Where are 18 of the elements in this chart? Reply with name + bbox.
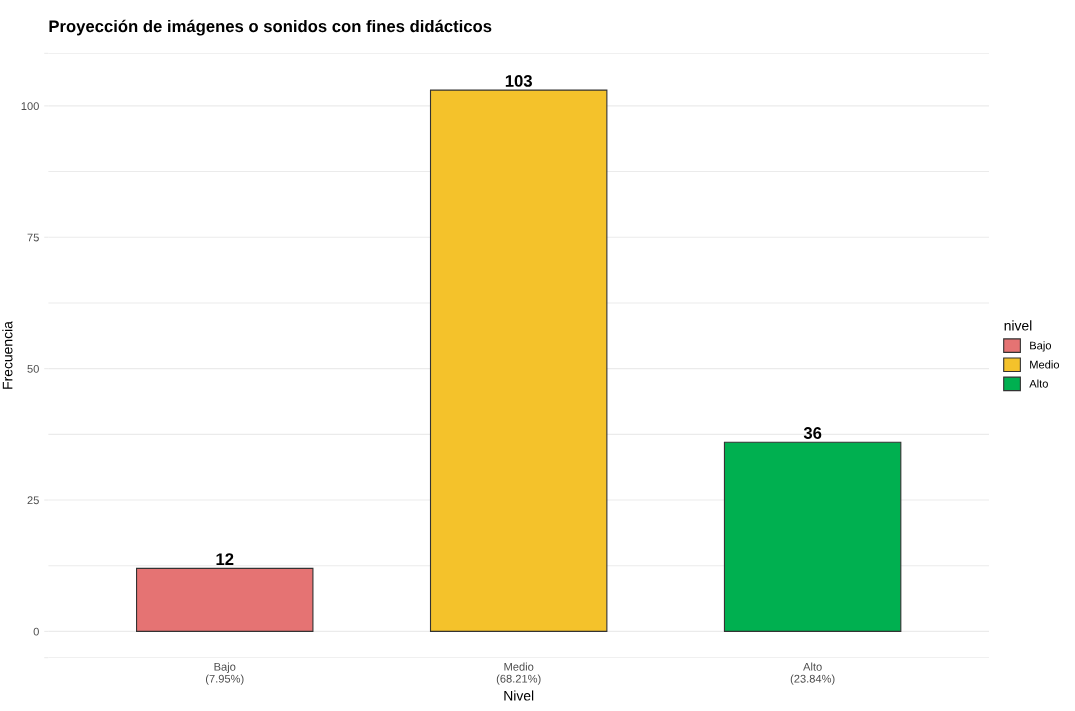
legend-label: Bajo (1030, 341, 1052, 352)
y-tick-label: 0 (33, 627, 39, 636)
legend-label: Medio (1030, 360, 1060, 369)
x-tick-label: Alto (23.84%) (790, 662, 835, 685)
chart-title: Proyección de imágenes o sonidos con fines didácticos (49, 19, 492, 36)
y-tick-label: 100 (21, 102, 39, 111)
data-label: 36 (803, 427, 822, 439)
data-label: 12 (216, 553, 234, 565)
y-tick-label: 25 (27, 496, 39, 505)
y-tick-label: 75 (27, 233, 39, 242)
x-axis-title: Nivel (504, 690, 534, 701)
legend-label: Alto (1029, 379, 1048, 388)
data-label: 103 (505, 75, 532, 87)
legend-title: nivel (1004, 320, 1032, 331)
x-tick-label: Medio (68.21%) (496, 662, 541, 685)
y-tick-label: 50 (27, 364, 39, 373)
y-axis-title: Frecuencia (2, 321, 13, 389)
x-tick-label: Bajo (7.95%) (205, 662, 244, 685)
